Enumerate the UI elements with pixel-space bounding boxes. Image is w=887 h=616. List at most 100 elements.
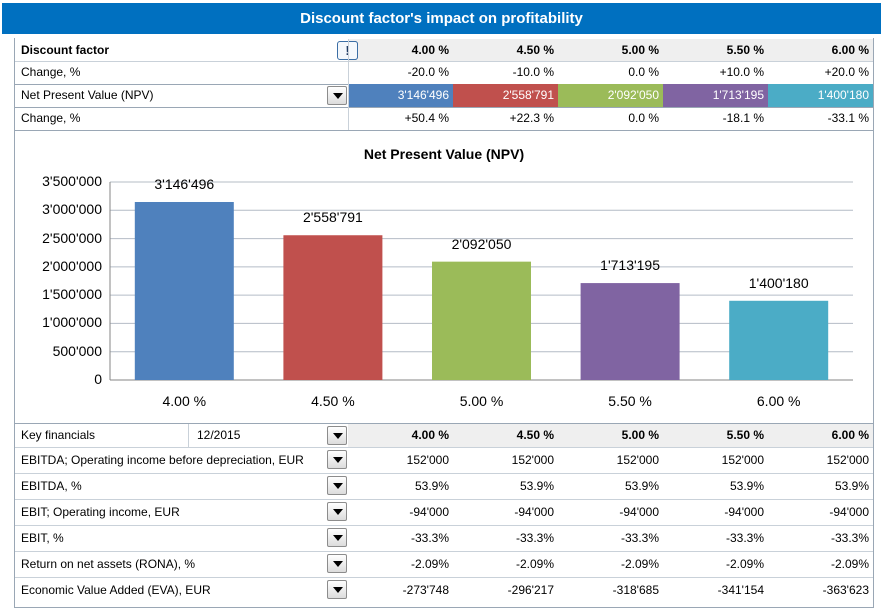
discount-change-row: Change, % -20.0 % -10.0 % 0.0 % +10.0 % … bbox=[15, 61, 873, 84]
y-tick-label: 3'500'000 bbox=[42, 173, 102, 189]
metric-dropdown-button[interactable] bbox=[327, 554, 347, 573]
x-tick-label: 4.00 % bbox=[162, 393, 207, 409]
change-value: 0.0 % bbox=[628, 65, 659, 79]
metric-dropdown-button[interactable] bbox=[327, 476, 347, 495]
metric-label: Economic Value Added (EVA), EUR bbox=[21, 583, 211, 597]
metric-value: -33.3% bbox=[515, 531, 554, 545]
metric-value: -341'154 bbox=[717, 583, 764, 597]
chevron-down-icon bbox=[333, 587, 343, 593]
rate-header: 4.50 % bbox=[516, 428, 554, 442]
data-label: 2'092'050 bbox=[451, 235, 512, 252]
period-dropdown-button[interactable] bbox=[327, 426, 347, 445]
metric-value: -296'217 bbox=[507, 583, 554, 597]
metric-dropdown-button[interactable] bbox=[327, 528, 347, 547]
x-tick-label: 5.50 % bbox=[608, 393, 652, 409]
metric-value: -94'000 bbox=[514, 505, 554, 519]
table-row: EBITDA, % 53.9% 53.9% 53.9% 53.9% 53.9% bbox=[15, 473, 873, 499]
metric-value: -33.3% bbox=[620, 531, 659, 545]
data-label: 1'713'195 bbox=[600, 257, 661, 274]
rate-header: 5.00 % bbox=[621, 428, 659, 442]
bar bbox=[729, 300, 829, 380]
metric-dropdown-button[interactable] bbox=[327, 580, 347, 599]
bar bbox=[580, 283, 680, 380]
npv-value: 1'713'195 bbox=[663, 84, 768, 107]
metric-value: 53.9% bbox=[624, 479, 659, 493]
metric-value: 53.9% bbox=[414, 479, 449, 493]
change-value: -10.0 % bbox=[512, 65, 554, 79]
chevron-down-icon bbox=[333, 457, 343, 463]
y-tick-label: 500'000 bbox=[52, 342, 102, 359]
metric-dropdown-button[interactable] bbox=[327, 450, 347, 469]
metric-value: 152'000 bbox=[406, 453, 449, 467]
metric-value: -33.3% bbox=[725, 531, 764, 545]
y-tick-label: 1'500'000 bbox=[42, 286, 102, 303]
npv-chart-plot bbox=[109, 181, 853, 381]
chevron-down-icon bbox=[333, 561, 343, 567]
y-tick-label: 2'500'000 bbox=[42, 229, 102, 246]
npv-value: 2'558'791 bbox=[453, 84, 558, 107]
npv-dropdown-button[interactable] bbox=[327, 86, 347, 105]
rate-header: 4.50 % bbox=[516, 43, 554, 57]
exclamation-icon: ! bbox=[345, 43, 349, 58]
npv-label: Net Present Value (NPV) bbox=[21, 88, 154, 102]
change-label: Change, % bbox=[21, 111, 81, 125]
metric-value: 53.9% bbox=[834, 479, 869, 493]
change-value: -33.1 % bbox=[827, 111, 869, 125]
npv-value: 2'092'050 bbox=[558, 84, 663, 107]
table-row: EBIT; Operating income, EUR -94'000 -94'00… bbox=[15, 499, 873, 525]
metric-value: -33.3% bbox=[830, 531, 869, 545]
y-tick-label: 3'000'000 bbox=[42, 201, 102, 218]
npv-chart: Net Present Value (NPV) 0 500'000 1'000'00… bbox=[15, 130, 873, 423]
data-label: 1'400'180 bbox=[748, 274, 809, 291]
chevron-down-icon bbox=[333, 433, 343, 439]
y-tick-label: 1'000'000 bbox=[42, 314, 102, 331]
period-value[interactable]: 12/2015 bbox=[197, 428, 241, 442]
label-cell-bg bbox=[15, 39, 348, 62]
key-financials-row: Key financials 12/2015 4.00 % 4.50 % 5.0… bbox=[15, 424, 873, 447]
rate-header: 5.50 % bbox=[726, 43, 764, 57]
y-tick-label: 0 bbox=[94, 371, 102, 387]
metric-dropdown-button[interactable] bbox=[327, 502, 347, 521]
discount-factor-label: Discount factor bbox=[21, 43, 110, 57]
table-row: EBIT, % -33.3% -33.3% -33.3% -33.3% -33.3% bbox=[15, 525, 873, 551]
change-value: +20.0 % bbox=[824, 65, 869, 79]
data-label: 2'558'791 bbox=[302, 209, 363, 226]
rate-header: 4.00 % bbox=[411, 43, 449, 57]
discount-factor-label-row: Discount factor ! bbox=[15, 39, 873, 62]
rate-header: 4.00 % bbox=[411, 428, 449, 442]
metric-label: Return on net assets (RONA), % bbox=[21, 557, 196, 571]
rate-header: 6.00 % bbox=[831, 43, 869, 57]
bar bbox=[283, 235, 383, 380]
metric-value: -2.09% bbox=[410, 557, 449, 571]
metric-value: -318'685 bbox=[612, 583, 659, 597]
metric-value: 53.9% bbox=[729, 479, 764, 493]
chevron-down-icon bbox=[333, 483, 343, 489]
rate-header: 5.50 % bbox=[726, 428, 764, 442]
change-value: +50.4 % bbox=[404, 111, 449, 125]
table-row: Economic Value Added (EVA), EUR -273'748 -… bbox=[15, 577, 873, 603]
chevron-down-icon bbox=[333, 93, 343, 99]
table-row: Return on net assets (RONA), % -2.09% -2.0… bbox=[15, 551, 873, 577]
metric-value: -2.09% bbox=[515, 557, 554, 571]
metric-value: 152'000 bbox=[511, 453, 554, 467]
rate-header: 6.00 % bbox=[831, 428, 869, 442]
metric-value: -2.09% bbox=[725, 557, 764, 571]
change-label: Change, % bbox=[21, 65, 81, 79]
change-value: +22.3 % bbox=[509, 111, 554, 125]
metric-value: 53.9% bbox=[519, 479, 554, 493]
metric-value: 152'000 bbox=[826, 453, 869, 467]
metric-value: -363'623 bbox=[822, 583, 869, 597]
x-tick-label: 4.50 % bbox=[311, 393, 355, 409]
metric-value: -94'000 bbox=[829, 505, 869, 519]
change-value: 0.0 % bbox=[628, 111, 659, 125]
npv-row: Net Present Value (NPV) 3'146'496 2'558'… bbox=[15, 84, 873, 107]
chevron-down-icon bbox=[333, 509, 343, 515]
chart-title: Net Present Value (NPV) bbox=[363, 146, 525, 162]
info-button[interactable]: ! bbox=[337, 41, 358, 60]
change-value: +10.0 % bbox=[719, 65, 764, 79]
metric-value: 152'000 bbox=[616, 453, 659, 467]
rate-header: 5.00 % bbox=[621, 43, 659, 57]
y-tick-label: 2'000'000 bbox=[42, 257, 102, 274]
metric-value: -94'000 bbox=[619, 505, 659, 519]
metric-value: -273'748 bbox=[402, 583, 449, 597]
